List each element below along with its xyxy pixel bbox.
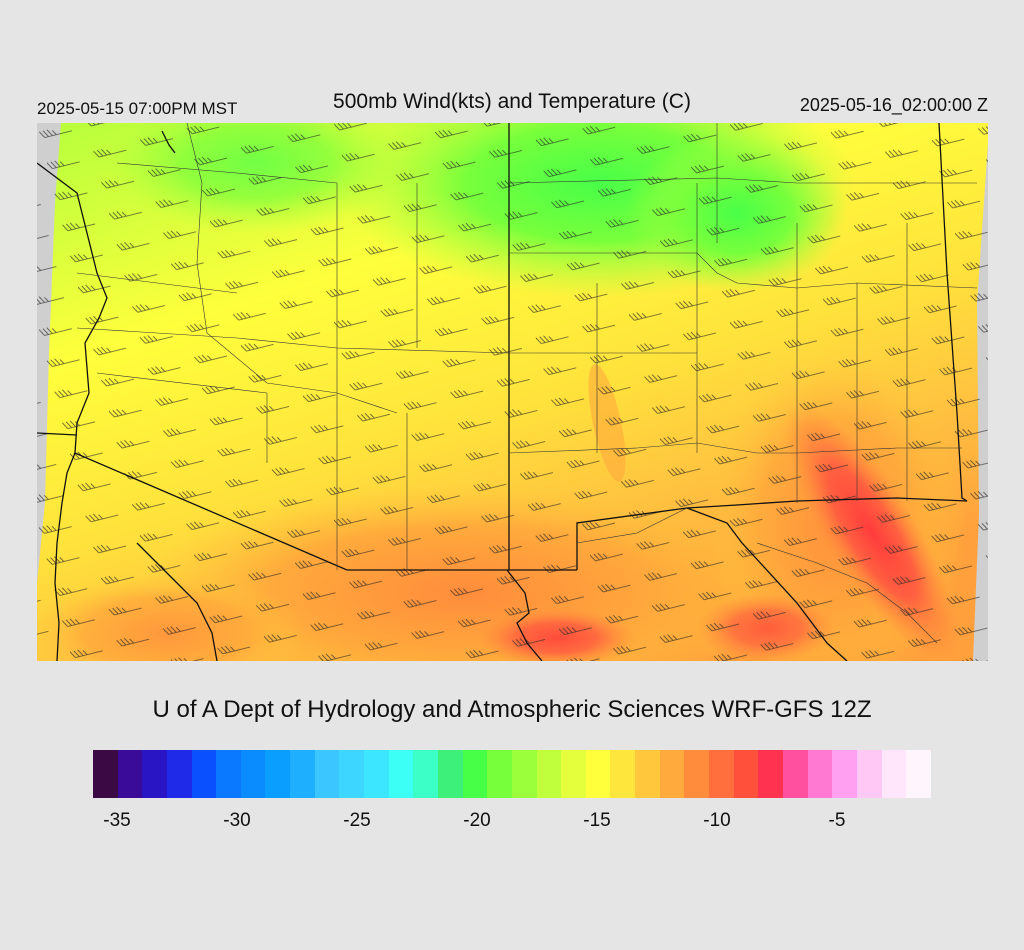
colorbar-tick-label: -25 — [343, 810, 371, 831]
local-time-label: 2025-05-15 07:00PM MST — [37, 99, 238, 118]
colorbar-swatch — [906, 750, 931, 798]
colorbar-swatch — [462, 750, 488, 798]
colorbar-swatch — [117, 750, 143, 798]
colorbar-swatch — [610, 750, 636, 798]
colorbar-swatch — [240, 750, 266, 798]
colorbar-tick-label: -35 — [103, 810, 131, 831]
weather-map — [37, 123, 988, 661]
colorbar-swatch — [635, 750, 660, 798]
colorbar-swatch — [339, 750, 365, 798]
colorbar-tick-label: -5 — [828, 810, 846, 831]
colorbar-swatch — [191, 750, 217, 798]
colorbar-swatch — [314, 750, 340, 798]
colorbar-swatch — [388, 750, 414, 798]
colorbar-swatch — [166, 750, 192, 798]
colorbar-swatch — [487, 750, 512, 798]
colorbar-swatch — [413, 750, 438, 798]
colorbar-tick-label: -15 — [583, 810, 611, 831]
colorbar-swatch — [709, 750, 734, 798]
colorbar-swatch — [881, 750, 907, 798]
map-title: 500mb Wind(kts) and Temperature (C) — [333, 90, 691, 113]
colorbar-swatch — [142, 750, 167, 798]
colorbar-swatch — [93, 750, 118, 798]
colorbar-tick-label: -10 — [703, 810, 731, 831]
map-canvas — [37, 123, 988, 661]
valid-time-label: 2025-05-16_02:00:00 Z — [799, 95, 988, 115]
colorbar-labels: -35 -30 -25 -20 -15 -10 -5 — [0, 810, 1024, 840]
colorbar-swatch — [561, 750, 586, 798]
colorbar-swatch — [832, 750, 857, 798]
model-credit: U of A Dept of Hydrology and Atmospheric… — [152, 696, 872, 723]
temperature-colorbar — [93, 750, 931, 798]
colorbar-swatch — [216, 750, 241, 798]
colorbar-swatch — [536, 750, 562, 798]
colorbar-swatch — [733, 750, 759, 798]
colorbar-tick-label: -30 — [223, 810, 251, 831]
colorbar-swatch — [265, 750, 291, 798]
colorbar-swatch — [364, 750, 389, 798]
colorbar-swatch — [437, 750, 463, 798]
colorbar-swatch — [290, 750, 315, 798]
colorbar-swatch — [758, 750, 783, 798]
colorbar-swatch — [585, 750, 611, 798]
colorbar-swatch — [807, 750, 833, 798]
colorbar-swatch — [684, 750, 710, 798]
colorbar-swatch — [782, 750, 808, 798]
colorbar-swatch — [659, 750, 685, 798]
colorbar-swatch — [856, 750, 882, 798]
colorbar-tick-label: -20 — [463, 810, 491, 831]
colorbar-swatch — [511, 750, 537, 798]
